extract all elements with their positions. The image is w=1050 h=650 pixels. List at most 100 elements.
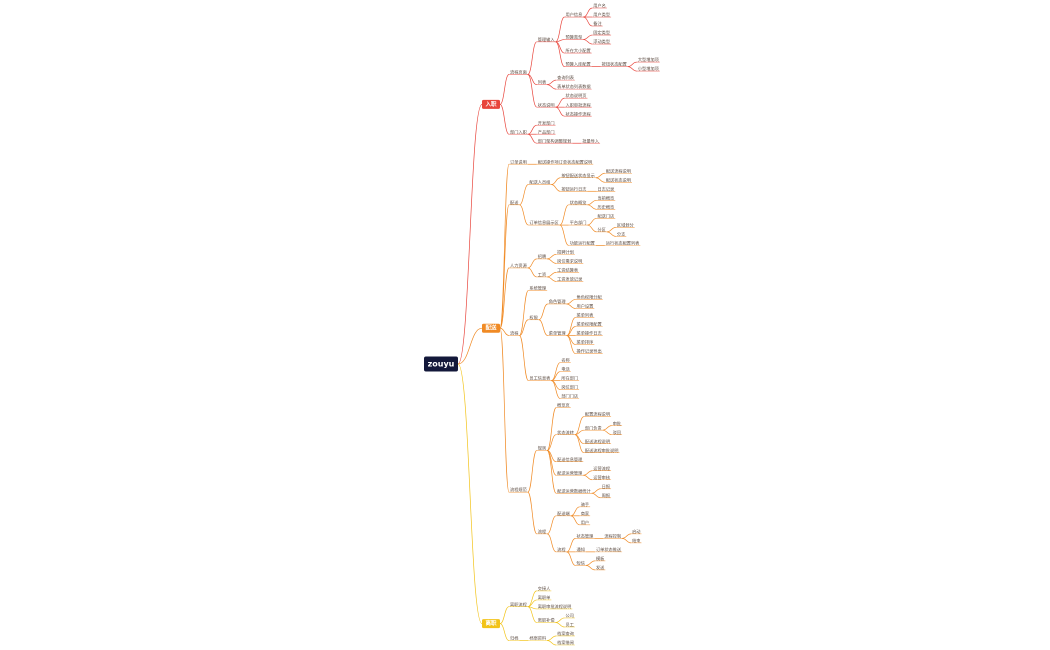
topic-label: 招聘 <box>538 253 546 260</box>
topic-label: 配送端 <box>557 510 570 517</box>
connector <box>499 327 510 493</box>
topic-label: 状态管理 <box>577 532 595 539</box>
connector <box>547 276 557 282</box>
connector <box>527 450 538 493</box>
leaf-label: 启动 <box>632 528 640 535</box>
topic-label: 配送运营管理 <box>557 469 583 476</box>
leaf-label: 周报 <box>602 492 611 499</box>
connector <box>519 335 529 381</box>
topic-label: 流程 <box>557 546 566 553</box>
connector <box>570 515 580 526</box>
leaf-label: 岗位需求说明 <box>557 257 582 264</box>
connector <box>527 267 537 278</box>
leaf-label: 小型增加项 <box>638 65 660 72</box>
leaf-label: 发送 <box>596 564 605 571</box>
topic-label: 功能运行配置 <box>570 239 595 246</box>
connector <box>606 226 616 233</box>
topic-label: 按钮运行日志 <box>561 185 586 192</box>
topic-label: 档案资料 <box>529 635 547 642</box>
connector <box>566 537 576 553</box>
leaf-label: 当前概览 <box>597 194 614 201</box>
leaf-label: 备注 <box>593 20 602 27</box>
connector <box>555 16 565 43</box>
topic-label: 状态概览 <box>570 199 587 206</box>
connector <box>587 224 597 233</box>
leaf-label: 固定类型 <box>593 29 610 36</box>
leaf-label: 电话 <box>561 366 569 373</box>
leaf-label: 用户名 <box>593 2 606 9</box>
leaf-label: 日志记录 <box>597 185 614 192</box>
topic-label: 订单说明 <box>510 158 527 165</box>
topic-label: 配送 <box>510 199 519 206</box>
leaf-label: 配送操作项订单状态配置说明 <box>538 158 592 165</box>
connector <box>627 66 637 72</box>
branch-node <box>482 99 500 109</box>
connector <box>602 429 612 436</box>
connector <box>583 16 593 27</box>
leaf-label: 批量导入 <box>582 137 600 144</box>
leaf-label: 大型增加项 <box>638 56 660 63</box>
topic-label: 离职流程 <box>510 601 528 608</box>
topic-label: 状态流转 <box>557 429 574 436</box>
topic-label: 按钮配送状态显示 <box>561 172 595 179</box>
connector <box>499 103 510 135</box>
connector <box>547 254 557 260</box>
leaf-label: 运营审核 <box>593 474 611 481</box>
root-label: zouyu <box>428 359 455 368</box>
connector <box>547 635 557 641</box>
connector <box>499 204 510 329</box>
leaf-label: 配送状态说明 <box>606 176 631 183</box>
connector <box>538 319 548 336</box>
connector <box>627 61 637 67</box>
topic-label: 分区 <box>597 226 605 233</box>
topic-label: 部门入职 <box>510 128 527 135</box>
leaf-label: 用户 <box>581 519 589 526</box>
leaf-label: 状态操作流程 <box>566 110 592 117</box>
leaf-label: 产品部门 <box>538 128 555 135</box>
connector <box>519 290 529 336</box>
topic-label: 流程 <box>538 528 547 535</box>
connector <box>583 39 593 45</box>
leaf-label: 名称 <box>561 357 569 364</box>
links <box>457 7 637 646</box>
leaf-label: 开发部门 <box>538 119 555 126</box>
leaf-label: 工资结算表 <box>557 267 579 274</box>
leaf-label: 分支 <box>617 230 626 237</box>
connector <box>566 317 576 336</box>
topic-label: 管理输入 <box>538 36 556 43</box>
connector <box>559 224 569 246</box>
connector <box>546 407 557 451</box>
connector <box>527 41 538 75</box>
topic-label: 人力资源 <box>510 262 528 269</box>
leaf-label: 菜单列表 <box>577 312 595 319</box>
leaf-label: 配送门店 <box>597 212 614 219</box>
connector <box>551 380 561 399</box>
connector <box>551 362 561 381</box>
connector <box>547 272 557 278</box>
connector <box>587 204 597 210</box>
connector <box>457 363 483 624</box>
connector <box>559 204 569 226</box>
topic-label: 预算入库配置 <box>566 61 591 68</box>
connector <box>555 97 565 108</box>
connector <box>499 74 510 105</box>
leaf-label: 配送流程说明 <box>585 438 610 445</box>
topic-label: 角色管理 <box>549 298 567 305</box>
leaf-label: 商家 <box>581 510 590 517</box>
connector <box>499 623 510 641</box>
leaf-label: 配送流程审批说明 <box>585 447 619 454</box>
connector <box>499 327 510 336</box>
connector <box>527 74 537 85</box>
leaf-label: 岗位部门 <box>561 384 578 391</box>
connector <box>519 204 529 226</box>
connector <box>555 617 565 623</box>
leaf-label: 配送信息管理 <box>557 456 583 463</box>
topic-label: 用户信息 <box>566 11 583 18</box>
leaf-label: 用户设置 <box>577 303 594 310</box>
connector <box>546 450 557 494</box>
topic-label: 权限 <box>529 314 538 321</box>
topic-label: 配送运营数据统计 <box>557 487 591 494</box>
leaf-label: 菜单操作日志 <box>577 330 602 337</box>
